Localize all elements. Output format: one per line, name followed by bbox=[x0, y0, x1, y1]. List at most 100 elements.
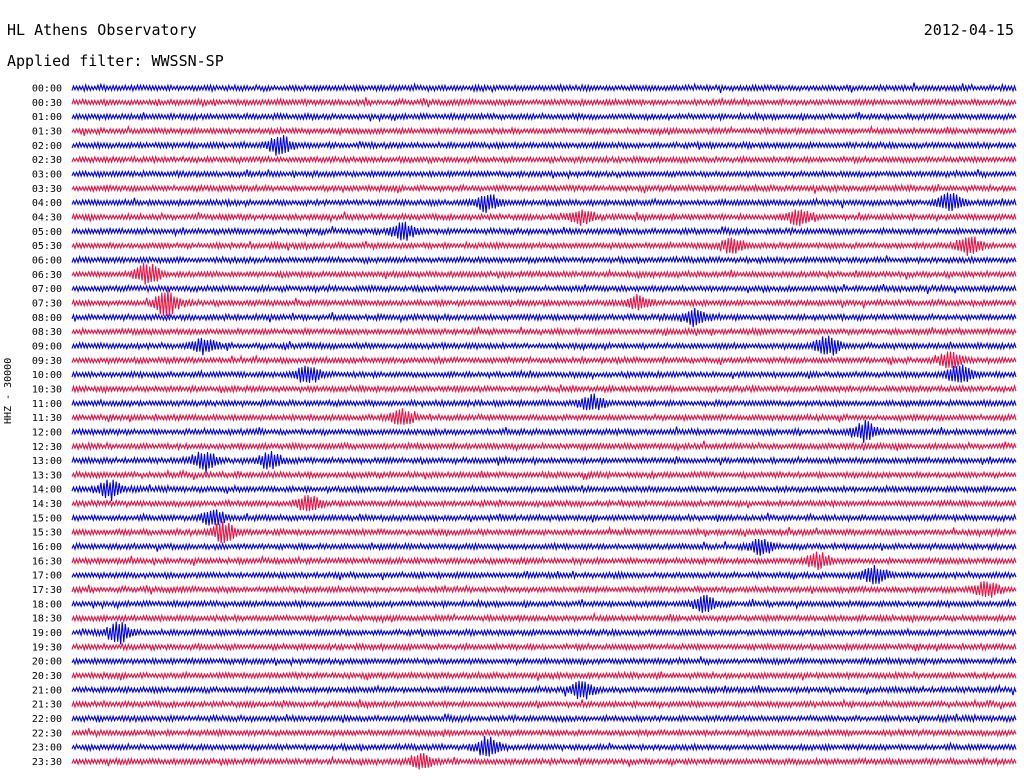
row-time-label: 08:00 bbox=[32, 313, 62, 324]
seismic-trace-row bbox=[71, 440, 1017, 453]
seismic-trace-row bbox=[71, 307, 1017, 328]
seismic-trace-row bbox=[71, 408, 1017, 425]
row-time-label: 06:30 bbox=[32, 270, 62, 281]
row-time-label: 10:30 bbox=[32, 384, 62, 395]
row-time-label: 06:00 bbox=[32, 255, 62, 266]
seismic-trace-row bbox=[71, 124, 1017, 137]
row-time-label: 10:00 bbox=[32, 370, 62, 381]
row-time-label: 01:30 bbox=[32, 126, 62, 137]
seismic-trace-row bbox=[71, 509, 1017, 526]
row-time-label: 07:30 bbox=[32, 298, 62, 309]
row-time-label: 14:30 bbox=[32, 499, 62, 510]
seismic-trace-row bbox=[71, 419, 1017, 443]
row-time-label: 01:00 bbox=[32, 112, 62, 123]
seismic-trace-row bbox=[71, 621, 1017, 645]
seismic-trace-row bbox=[71, 283, 1017, 295]
seismic-trace-row bbox=[71, 209, 1017, 227]
seismic-trace-row bbox=[71, 351, 1017, 369]
seismic-trace-row bbox=[71, 183, 1017, 194]
seismic-trace-row bbox=[71, 468, 1017, 481]
seismic-trace-row bbox=[71, 655, 1017, 668]
seismic-trace-row bbox=[71, 364, 1017, 383]
seismic-trace-row bbox=[71, 254, 1017, 266]
seismic-trace-row bbox=[71, 192, 1017, 213]
seismic-trace-row bbox=[71, 680, 1017, 700]
row-time-label: 17:30 bbox=[32, 585, 62, 596]
row-time-label: 13:00 bbox=[32, 456, 62, 467]
seismic-trace-row bbox=[71, 236, 1017, 256]
row-time-label: 19:00 bbox=[32, 628, 62, 639]
seismic-trace-row bbox=[71, 450, 1017, 474]
seismic-trace-row bbox=[71, 712, 1017, 724]
seismic-trace-row bbox=[71, 135, 1017, 156]
row-time-label: 23:00 bbox=[32, 743, 62, 754]
row-time-label: 12:30 bbox=[32, 442, 62, 453]
seismic-trace-row bbox=[71, 521, 1017, 544]
seismic-trace-row bbox=[71, 393, 1017, 411]
filter-label: Applied filter: WWSSN-SP bbox=[7, 52, 224, 70]
row-time-label: 09:30 bbox=[32, 356, 62, 367]
row-time-label: 16:00 bbox=[32, 542, 62, 553]
row-time-label: 15:30 bbox=[32, 528, 62, 539]
date-label: 2012-04-15 bbox=[923, 21, 1014, 39]
seismic-trace-row bbox=[71, 111, 1017, 123]
seismic-trace-row bbox=[71, 335, 1017, 356]
row-time-label: 17:00 bbox=[32, 571, 62, 582]
row-time-label: 08:30 bbox=[32, 327, 62, 338]
seismic-trace-row bbox=[71, 551, 1017, 571]
row-time-label: 04:30 bbox=[32, 212, 62, 223]
row-time-label: 20:30 bbox=[32, 671, 62, 682]
seismic-trace-row bbox=[71, 611, 1017, 625]
row-time-label: 03:30 bbox=[32, 184, 62, 195]
seismic-trace-row bbox=[71, 670, 1017, 681]
row-time-label: 16:30 bbox=[32, 556, 62, 567]
row-time-label: 03:00 bbox=[32, 169, 62, 180]
row-time-label: 19:30 bbox=[32, 642, 62, 653]
seismic-trace-row bbox=[71, 538, 1017, 556]
seismic-trace-row bbox=[71, 641, 1017, 653]
row-time-label: 21:30 bbox=[32, 700, 62, 711]
seismic-trace-row bbox=[71, 564, 1017, 585]
row-time-label: 09:00 bbox=[32, 341, 62, 352]
seismic-trace-row bbox=[71, 82, 1017, 94]
seismic-trace-row bbox=[71, 383, 1017, 395]
row-time-label: 00:00 bbox=[32, 84, 62, 95]
seismic-trace-row bbox=[71, 594, 1017, 613]
seismic-trace-row bbox=[71, 96, 1017, 109]
seismic-trace-row bbox=[71, 736, 1017, 757]
row-time-label: 11:00 bbox=[32, 399, 62, 410]
seismic-trace-row bbox=[71, 753, 1017, 770]
seismic-trace-row bbox=[71, 495, 1017, 512]
row-time-label: 22:30 bbox=[32, 728, 62, 739]
row-time-label: 04:00 bbox=[32, 198, 62, 209]
row-time-label: 23:30 bbox=[32, 757, 62, 768]
seismic-trace-row bbox=[71, 697, 1017, 710]
row-time-label: 05:30 bbox=[32, 241, 62, 252]
trace-group bbox=[71, 82, 1017, 770]
time-tick-labels: 00:00 00:30 01:00 01:30 02:00 02:30 03:00 03:30… bbox=[32, 84, 62, 769]
seismic-trace-row bbox=[71, 154, 1017, 165]
seismic-trace-row bbox=[71, 289, 1017, 317]
row-time-label: 21:00 bbox=[32, 685, 62, 696]
row-time-label: 13:30 bbox=[32, 470, 62, 481]
seismic-trace-row bbox=[71, 221, 1017, 241]
row-time-label: 00:30 bbox=[32, 98, 62, 109]
row-time-label: 22:00 bbox=[32, 714, 62, 725]
seismic-trace-row bbox=[71, 479, 1017, 502]
row-time-label: 18:00 bbox=[32, 599, 62, 610]
row-time-label: 02:30 bbox=[32, 155, 62, 166]
row-time-label: 18:30 bbox=[32, 614, 62, 625]
row-time-label: 07:00 bbox=[32, 284, 62, 295]
row-time-label: 15:00 bbox=[32, 513, 62, 524]
seismic-trace-row bbox=[71, 581, 1017, 598]
station-title: HL Athens Observatory bbox=[7, 21, 197, 39]
seismic-trace-row bbox=[71, 262, 1017, 285]
row-time-label: 20:00 bbox=[32, 657, 62, 668]
row-time-label: 05:00 bbox=[32, 227, 62, 238]
row-time-label: 11:30 bbox=[32, 413, 62, 424]
row-time-label: 14:00 bbox=[32, 485, 62, 496]
seismic-trace-row bbox=[71, 727, 1017, 739]
row-time-label: 12:00 bbox=[32, 427, 62, 438]
row-time-label: 02:00 bbox=[32, 141, 62, 152]
